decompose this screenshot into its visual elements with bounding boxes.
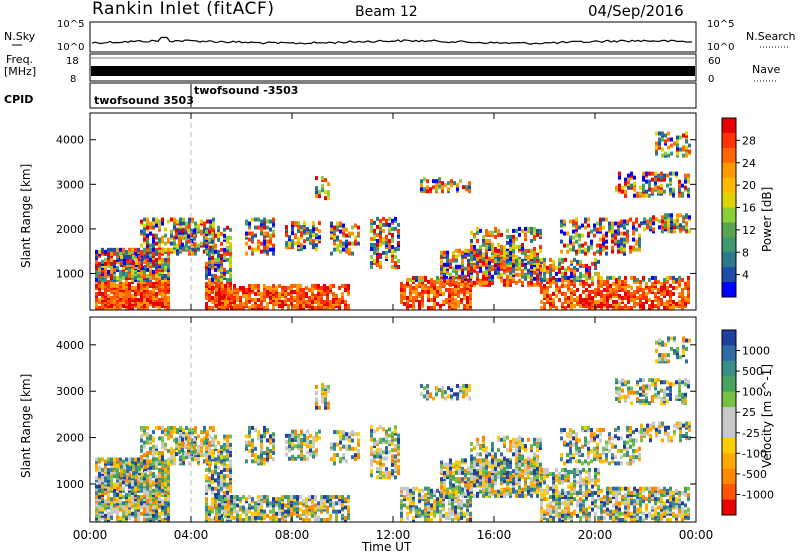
colorbar-segment	[722, 267, 736, 283]
colorbar-segment	[722, 192, 736, 208]
x-tick-label: 00:00	[679, 528, 714, 542]
colorbar-segment	[722, 376, 736, 393]
noise-trace	[91, 36, 692, 45]
x-tick-label: 16:00	[477, 528, 512, 542]
power-heatmap	[95, 131, 691, 310]
colorbar-segment	[722, 282, 736, 298]
x-tick-label: 12:00	[376, 528, 411, 542]
colorbar-segment	[722, 499, 736, 516]
x-tick-label: 00:00	[73, 528, 108, 542]
xaxis-label: Time UT	[361, 540, 412, 554]
colorbar-segment	[722, 360, 736, 377]
colorbar-tick-label: -500	[742, 468, 767, 481]
colorbar-tick-label: 100	[742, 386, 763, 399]
nave-tick-bottom: 0	[708, 74, 714, 85]
power-colorbar-label: Power [dB]	[760, 187, 774, 252]
colorbar-segment	[722, 222, 736, 238]
y-tick-label: 4000	[56, 134, 84, 147]
colorbar-tick-label: 16	[742, 202, 756, 215]
cpid-entry-2: twofsound -3503	[194, 84, 298, 97]
colorbar-segment	[722, 422, 736, 439]
colorbar-tick-label: 20	[742, 179, 756, 192]
velocity-xaxis: 00:00 04:00 08:00 12:00 16:00 20:00 00:00	[73, 317, 714, 542]
colorbar-segment	[722, 407, 736, 423]
y-tick-label: 3000	[56, 178, 84, 191]
colorbar-segment	[722, 132, 736, 149]
colorbar-segment	[722, 162, 736, 179]
noise-tick-top: 10^5	[57, 19, 84, 30]
colorbar-segment	[722, 207, 736, 223]
colorbar-tick-label: 12	[742, 224, 756, 237]
colorbar-tick-label: -100	[742, 447, 767, 460]
freq-label-1: Freq.	[6, 53, 33, 66]
power-colorbar: 28 24 20 16 12 8 4	[721, 117, 756, 298]
y-tick-label: 1000	[56, 478, 84, 491]
nsky-label: N.Sky	[4, 30, 36, 43]
colorbar-segment	[722, 453, 736, 470]
colorbar-tick-label: 1000	[742, 345, 770, 358]
x-tick-label: 04:00	[174, 528, 209, 542]
freq-label-2: [MHz]	[4, 65, 36, 78]
noise-panel: N.Sky 10^5 10^0 10^5 10^0 N.Search	[4, 19, 796, 53]
power-xaxis	[89, 113, 697, 310]
y-tick-label: 3000	[56, 385, 84, 398]
y-tick-label: 4000	[56, 339, 84, 352]
y-tick-label: 2000	[56, 223, 84, 236]
colorbar-tick-label: 500	[742, 365, 763, 378]
colorbar-segment	[722, 345, 736, 362]
beam-title: Beam 12	[355, 4, 418, 20]
noise-right-tick-bottom: 10^0	[707, 42, 734, 53]
cpid-entry-1: twofsound 3503	[94, 94, 194, 107]
colorbar-tick-label: -1000	[742, 488, 774, 501]
x-tick-label: 20:00	[578, 528, 613, 542]
power-yaxis: 1000 2000 3000 4000	[56, 134, 696, 280]
colorbar-tick-label: -25	[742, 427, 760, 440]
power-ylabel: Slant Range [km]	[19, 164, 33, 268]
velocity-ylabel: Slant Range [km]	[19, 374, 33, 478]
y-tick-label: 2000	[56, 432, 84, 445]
colorbar-segment	[722, 147, 736, 164]
colorbar-segment	[722, 391, 736, 408]
colorbar-segment	[722, 118, 736, 134]
nave-band	[91, 66, 695, 76]
colorbar-segment	[722, 437, 736, 454]
noise-tick-bottom: 10^0	[57, 42, 84, 53]
colorbar-segment	[722, 237, 736, 253]
date-title: 04/Sep/2016	[588, 2, 684, 20]
cpid-label: CPID	[4, 93, 33, 106]
x-tick-label: 08:00	[275, 528, 310, 542]
velocity-heatmap	[95, 336, 691, 522]
colorbar-tick-label: 8	[742, 246, 749, 259]
y-tick-label: 1000	[56, 267, 84, 280]
velocity-colorbar: 1000 500 100 25 -25 -100 -500 -1000	[721, 329, 774, 516]
nsearch-label: N.Search	[746, 30, 796, 43]
colorbar-tick-label: 4	[742, 269, 749, 282]
velocity-yaxis: 1000 2000 3000 4000	[56, 339, 696, 491]
colorbar-segment	[722, 330, 736, 346]
power-panel: 1000 2000 3000 4000 Slant Range [km] 28 24 20…	[19, 112, 774, 311]
colorbar-segment	[722, 484, 736, 501]
colorbar-segment	[722, 177, 736, 194]
nave-label: Nave	[752, 63, 780, 76]
colorbar-segment	[722, 252, 736, 268]
velocity-colorbar-label: Velocity [m s^-1]	[760, 364, 774, 468]
nave-tick-top: 60	[708, 56, 721, 67]
colorbar-segment	[722, 468, 736, 485]
colorbar-tick-label: 24	[742, 157, 756, 170]
noise-right-tick-top: 10^5	[707, 19, 734, 30]
station-title: Rankin Inlet (fitACF)	[92, 0, 275, 19]
cpid-panel: CPID twofsound 3503 twofsound -3503	[4, 82, 697, 109]
freq-tick-bottom: 8	[70, 74, 76, 85]
freq-tick-top: 18	[66, 56, 79, 67]
colorbar-tick-label: 28	[742, 134, 756, 147]
freq-panel: Freq. [MHz] 18 8 Nave 60 0	[4, 53, 780, 85]
colorbar-tick-label: 25	[742, 406, 756, 419]
